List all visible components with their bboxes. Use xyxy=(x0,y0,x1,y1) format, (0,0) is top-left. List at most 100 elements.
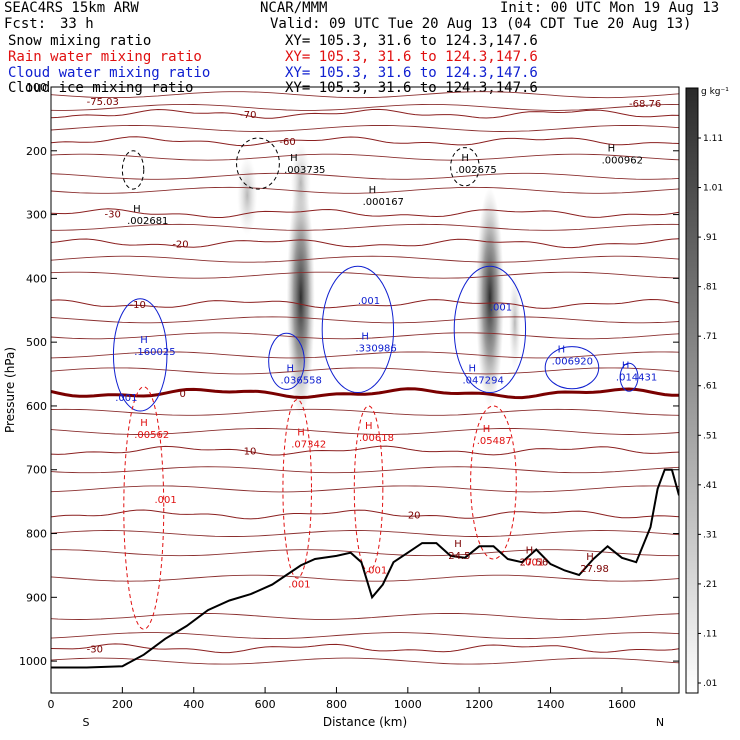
isotherm-line-3 xyxy=(51,208,679,218)
maximum-h-marker: H xyxy=(369,185,377,196)
maximum-value-label: 24.5 xyxy=(448,551,470,562)
colorbar-label: .91 xyxy=(703,233,717,243)
contour-value-label: .001 xyxy=(154,495,176,506)
isotherm-line-5 xyxy=(51,298,679,309)
isotherm-fill-13 xyxy=(51,408,679,416)
maximum-value-label: .047294 xyxy=(462,376,503,387)
isotherm-fill-9 xyxy=(51,316,679,324)
field-xy-rain: XY= 105.3, 31.6 to 124.3,147.6 xyxy=(285,49,538,65)
x-tick-label: 400 xyxy=(183,698,204,711)
x-tick-label: 1400 xyxy=(537,698,565,711)
contour-value-label: .001 xyxy=(490,302,512,313)
maximum-h-marker: H xyxy=(558,344,566,355)
isotherm-line-7 xyxy=(51,445,679,456)
maximum-h-marker: H xyxy=(468,364,476,375)
isotherm-fill-21 xyxy=(51,632,679,640)
model-title: SEAC4RS 15km ARW xyxy=(4,0,139,16)
isotherm-label: -70 xyxy=(240,110,256,121)
maximum-h-marker: H xyxy=(483,424,491,435)
maximum-h-marker: H xyxy=(140,418,148,429)
maximum-h-marker: H xyxy=(287,364,295,375)
y-axis-title: Pressure (hPa) xyxy=(3,347,17,433)
y-tick-label: 700 xyxy=(26,464,47,477)
maximum-value-label: .07342 xyxy=(291,439,326,450)
isotherm-label: 0 xyxy=(179,389,185,400)
isotherm-label: 10 xyxy=(244,447,257,458)
isotherm-fill-18 xyxy=(51,549,679,557)
fcst-value: 33 h xyxy=(60,16,94,32)
maximum-value-label: .330986 xyxy=(355,344,396,355)
contour-value-label: .001 xyxy=(522,557,544,568)
x-tick-label: 1200 xyxy=(465,698,493,711)
cloud-water-contour-3 xyxy=(453,265,527,394)
x-end-label-right: N xyxy=(656,716,664,729)
isotherm-fill-0 xyxy=(51,91,679,99)
contour-value-label: .001 xyxy=(288,580,310,591)
snow-plume-4 xyxy=(508,273,521,374)
y-tick-label: 800 xyxy=(26,528,47,541)
y-tick-label: 1000 xyxy=(19,655,47,668)
isotherm-label: -68.76 xyxy=(629,99,661,110)
isotherm-fill-19 xyxy=(51,574,679,582)
rain-water-contour-0 xyxy=(123,386,165,630)
rain-water-contour-2 xyxy=(353,405,384,573)
contour-value-label: .001 xyxy=(365,566,387,577)
isotherm-fill-8 xyxy=(51,271,679,279)
colorbar-label: .71 xyxy=(703,332,717,342)
maximum-h-marker: H xyxy=(526,545,534,556)
maximum-value-label: .160025 xyxy=(134,347,175,358)
cloud-water-contour-1 xyxy=(268,332,305,390)
field-label-rain: Rain water mixing ratio xyxy=(8,49,202,65)
isotherm-fill-10 xyxy=(51,332,679,340)
x-axis-title: Distance (km) xyxy=(323,715,407,729)
colorbar-label: 1.01 xyxy=(703,184,723,194)
colorbar-scale xyxy=(685,87,699,694)
y-tick-label: 200 xyxy=(26,145,47,158)
maximum-h-marker: H xyxy=(361,332,369,343)
maximum-value-label: 27.56 xyxy=(520,557,549,568)
isotherm-fill-16 xyxy=(51,485,679,493)
y-tick-label: 100 xyxy=(26,81,47,94)
rain-water-contour-3 xyxy=(470,405,517,560)
isotherm-fill-14 xyxy=(51,428,679,435)
cloud-ice-contour-0 xyxy=(121,150,145,190)
x-tick-label: 0 xyxy=(48,698,55,711)
isotherm-label: -30 xyxy=(87,644,103,655)
isotherm-fill-11 xyxy=(51,351,679,359)
isotherm-fill-4 xyxy=(51,172,679,180)
isotherm-fill-5 xyxy=(51,186,679,194)
colorbar-label: .31 xyxy=(703,530,717,540)
maximum-h-marker: H xyxy=(365,421,373,432)
maximum-value-label: 27.98 xyxy=(580,564,609,575)
colorbar-label: .81 xyxy=(703,283,717,293)
isotherm-fill-12 xyxy=(51,367,679,375)
colorbar-label: 1.11 xyxy=(703,134,723,144)
isotherm-label: -20 xyxy=(172,239,188,250)
isotherm-label: -10 xyxy=(130,300,146,311)
colorbar-unit: g kg⁻¹ xyxy=(701,87,729,97)
field-label-ice: Cloud ice mixing ratio xyxy=(8,80,194,96)
maximum-h-marker: H xyxy=(586,552,594,563)
field-xy-snow: XY= 105.3, 31.6 to 124.3,147.6 xyxy=(285,33,538,49)
maximum-h-marker: H xyxy=(461,153,469,164)
y-tick-label: 900 xyxy=(26,591,47,604)
isotherm-line-8 xyxy=(51,509,679,520)
isotherm-line-1 xyxy=(51,108,679,119)
isotherm-label: -30 xyxy=(105,209,121,220)
cloud-water-contour-2 xyxy=(321,265,395,394)
colorbar-label: .11 xyxy=(703,629,717,639)
isotherm-fill-3 xyxy=(51,153,679,161)
isotherm-fill-22 xyxy=(51,657,679,665)
maximum-value-label: .003735 xyxy=(284,165,325,176)
cloud-water-contour-5 xyxy=(619,362,639,392)
isotherm-label: -75.03 xyxy=(87,97,119,108)
colorbar-label: .51 xyxy=(703,431,717,441)
maximum-value-label: .00618 xyxy=(359,433,394,444)
cloud-water-contour-0 xyxy=(112,298,168,412)
isotherm-fill-6 xyxy=(51,223,679,231)
colorbar-label: .21 xyxy=(703,580,717,590)
isotherm-fill-17 xyxy=(51,530,679,537)
isotherm-label: 20 xyxy=(408,510,421,521)
maximum-value-label: .002675 xyxy=(455,165,496,176)
